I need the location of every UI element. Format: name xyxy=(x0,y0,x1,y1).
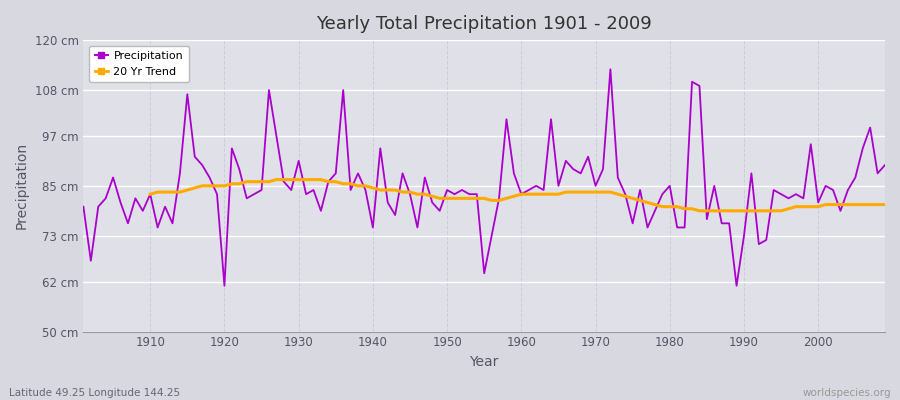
Text: worldspecies.org: worldspecies.org xyxy=(803,388,891,398)
Text: Latitude 49.25 Longitude 144.25: Latitude 49.25 Longitude 144.25 xyxy=(9,388,180,398)
Title: Yearly Total Precipitation 1901 - 2009: Yearly Total Precipitation 1901 - 2009 xyxy=(316,15,652,33)
Y-axis label: Precipitation: Precipitation xyxy=(15,142,29,230)
Legend: Precipitation, 20 Yr Trend: Precipitation, 20 Yr Trend xyxy=(89,46,189,82)
X-axis label: Year: Year xyxy=(470,355,499,369)
